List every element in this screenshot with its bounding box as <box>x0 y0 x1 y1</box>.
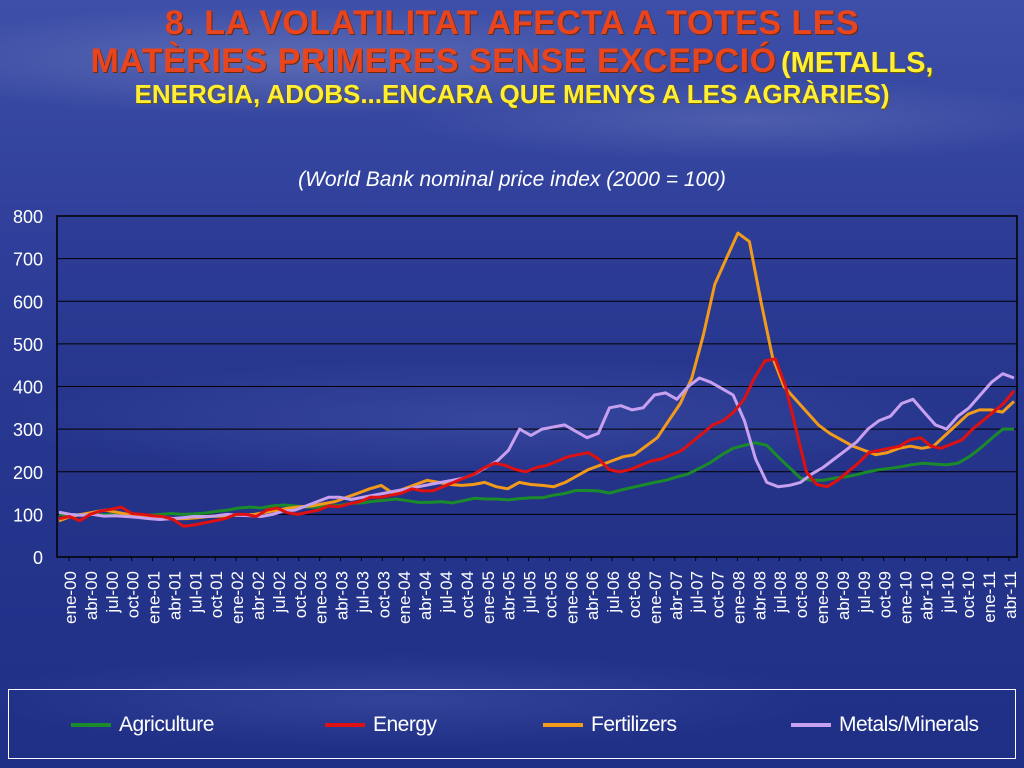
legend-swatch-fertilizers <box>543 723 583 727</box>
x-tick-label: jul-04 <box>437 571 456 614</box>
x-tick-label: abr-06 <box>583 571 602 620</box>
x-tick-label: oct-10 <box>959 571 978 618</box>
x-tick-label: jul-06 <box>604 571 623 614</box>
x-tick-label: ene-05 <box>479 571 498 624</box>
y-tick-label: 400 <box>13 378 43 398</box>
legend-item-energy: Energy <box>325 713 437 736</box>
legend-item-fertilizers: Fertilizers <box>543 713 677 736</box>
x-tick-label: oct-00 <box>124 571 143 618</box>
x-tick-label: ene-09 <box>813 571 832 624</box>
x-tick-label: abr-11 <box>1001 571 1020 619</box>
x-tick-label: ene-01 <box>145 571 164 624</box>
x-tick-label: ene-07 <box>646 571 665 624</box>
legend-swatch-metals-minerals <box>791 723 831 727</box>
x-tick-label: abr-00 <box>82 571 101 620</box>
x-tick-label: oct-01 <box>207 571 226 618</box>
x-tick-label: oct-08 <box>792 571 811 618</box>
y-tick-label: 0 <box>33 548 43 568</box>
legend-label-energy: Energy <box>373 713 437 736</box>
chart-title: (World Bank nominal price index (2000 = … <box>298 168 726 191</box>
x-tick-label: jul-09 <box>855 571 874 614</box>
legend-item-agriculture: Agriculture <box>71 713 214 736</box>
x-tick-label: jul-02 <box>270 571 289 614</box>
x-tick-label: abr-04 <box>416 571 435 620</box>
x-tick-label: ene-03 <box>312 571 331 624</box>
x-tick-label: ene-08 <box>729 571 748 624</box>
y-tick-label: 300 <box>13 420 43 440</box>
x-tick-label: ene-10 <box>897 571 916 624</box>
y-tick-label: 200 <box>13 463 43 483</box>
chart-legend: Agriculture Energy Fertilizers Metals/Mi… <box>8 689 1016 759</box>
title-line-2-paren: (METALLS, <box>781 47 934 80</box>
x-tick-label: jul-08 <box>771 571 790 614</box>
title-line-3: ENERGIA, ADOBS...ENCARA QUE MENYS A LES … <box>134 79 890 110</box>
y-tick-label: 600 <box>13 292 43 312</box>
title-line-1: 8. LA VOLATILITAT AFECTA A TOTES LES <box>164 4 860 42</box>
x-tick-label: ene-02 <box>228 571 247 624</box>
title-line-2: MATÈRIES PRIMERES SENSE EXCEPCIÓ <box>90 42 777 81</box>
x-tick-label: ene-04 <box>395 571 414 624</box>
x-tick-label: oct-05 <box>541 571 560 618</box>
slide-title: 8. LA VOLATILITAT AFECTA A TOTES LES MAT… <box>0 4 1024 109</box>
x-tick-label: abr-09 <box>834 571 853 620</box>
legend-swatch-energy <box>325 723 365 727</box>
legend-swatch-agriculture <box>71 723 111 727</box>
x-tick-label: oct-06 <box>625 571 644 618</box>
x-tick-label: abr-01 <box>165 571 184 620</box>
legend-label-agriculture: Agriculture <box>119 713 214 736</box>
x-tick-label: ene-06 <box>562 571 581 624</box>
x-tick-label: ene-11 <box>980 571 999 623</box>
x-tick-label: abr-08 <box>750 571 769 620</box>
x-tick-label: oct-07 <box>709 571 728 618</box>
x-tick-label: abr-03 <box>333 571 352 620</box>
x-tick-label: jul-05 <box>521 571 540 614</box>
y-tick-label: 100 <box>13 505 43 525</box>
x-tick-label: abr-02 <box>249 571 268 620</box>
x-tick-label: oct-09 <box>876 571 895 618</box>
x-tick-label: ene-00 <box>61 571 80 624</box>
y-tick-label: 500 <box>13 335 43 355</box>
x-tick-label: jul-00 <box>103 571 122 614</box>
series-line-agriculture <box>58 427 1014 518</box>
legend-label-metals-minerals: Metals/Minerals <box>839 713 979 736</box>
x-tick-label: abr-07 <box>667 571 686 620</box>
x-tick-label: jul-01 <box>186 571 205 614</box>
legend-label-fertilizers: Fertilizers <box>591 713 677 736</box>
x-tick-label: abr-10 <box>917 571 936 620</box>
series-line-metals-minerals <box>58 372 1015 521</box>
y-tick-label: 800 <box>13 207 43 227</box>
y-tick-label: 700 <box>13 250 43 270</box>
x-tick-label: oct-03 <box>374 571 393 618</box>
x-tick-label: oct-02 <box>291 571 310 618</box>
x-tick-label: oct-04 <box>458 571 477 618</box>
legend-item-metals-minerals: Metals/Minerals <box>791 713 979 736</box>
x-tick-label: jul-10 <box>938 571 957 614</box>
x-tick-label: jul-07 <box>688 571 707 614</box>
x-tick-label: jul-03 <box>353 571 372 614</box>
series-line-energy <box>58 357 1016 528</box>
x-tick-label: abr-05 <box>500 571 519 620</box>
